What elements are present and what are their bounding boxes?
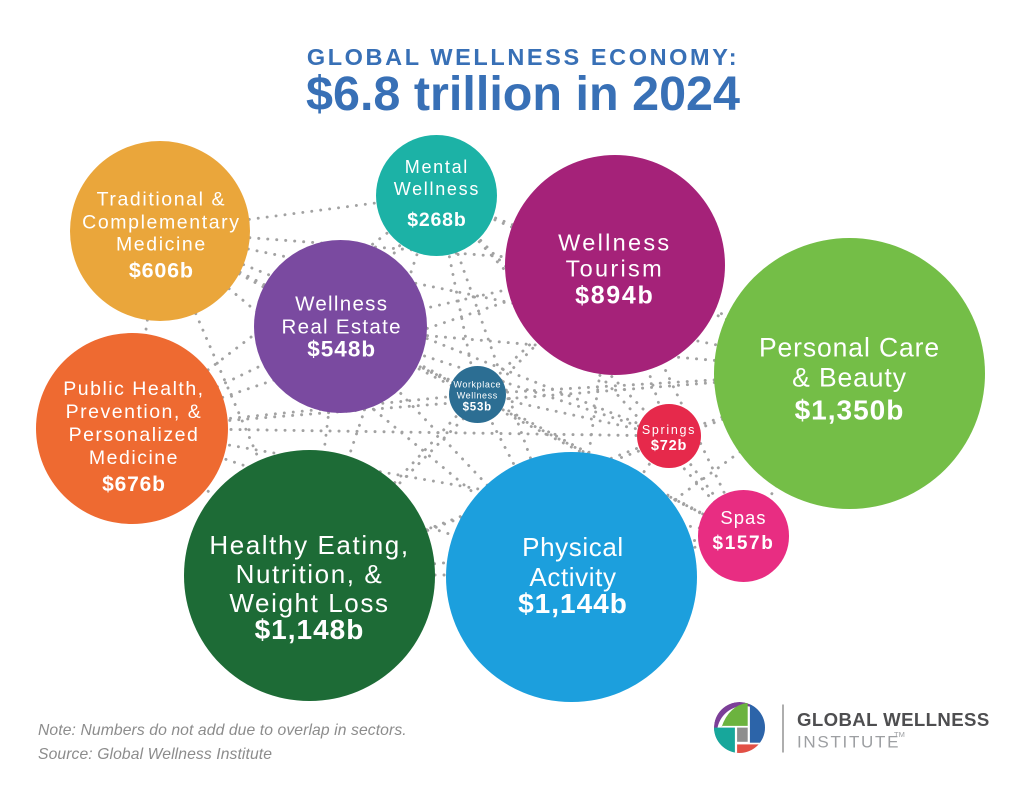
svg-text:TM: TM xyxy=(894,730,905,739)
svg-text:GLOBAL WELLNESS: GLOBAL WELLNESS xyxy=(797,709,990,730)
svg-text:INSTITUTE: INSTITUTE xyxy=(797,733,900,752)
